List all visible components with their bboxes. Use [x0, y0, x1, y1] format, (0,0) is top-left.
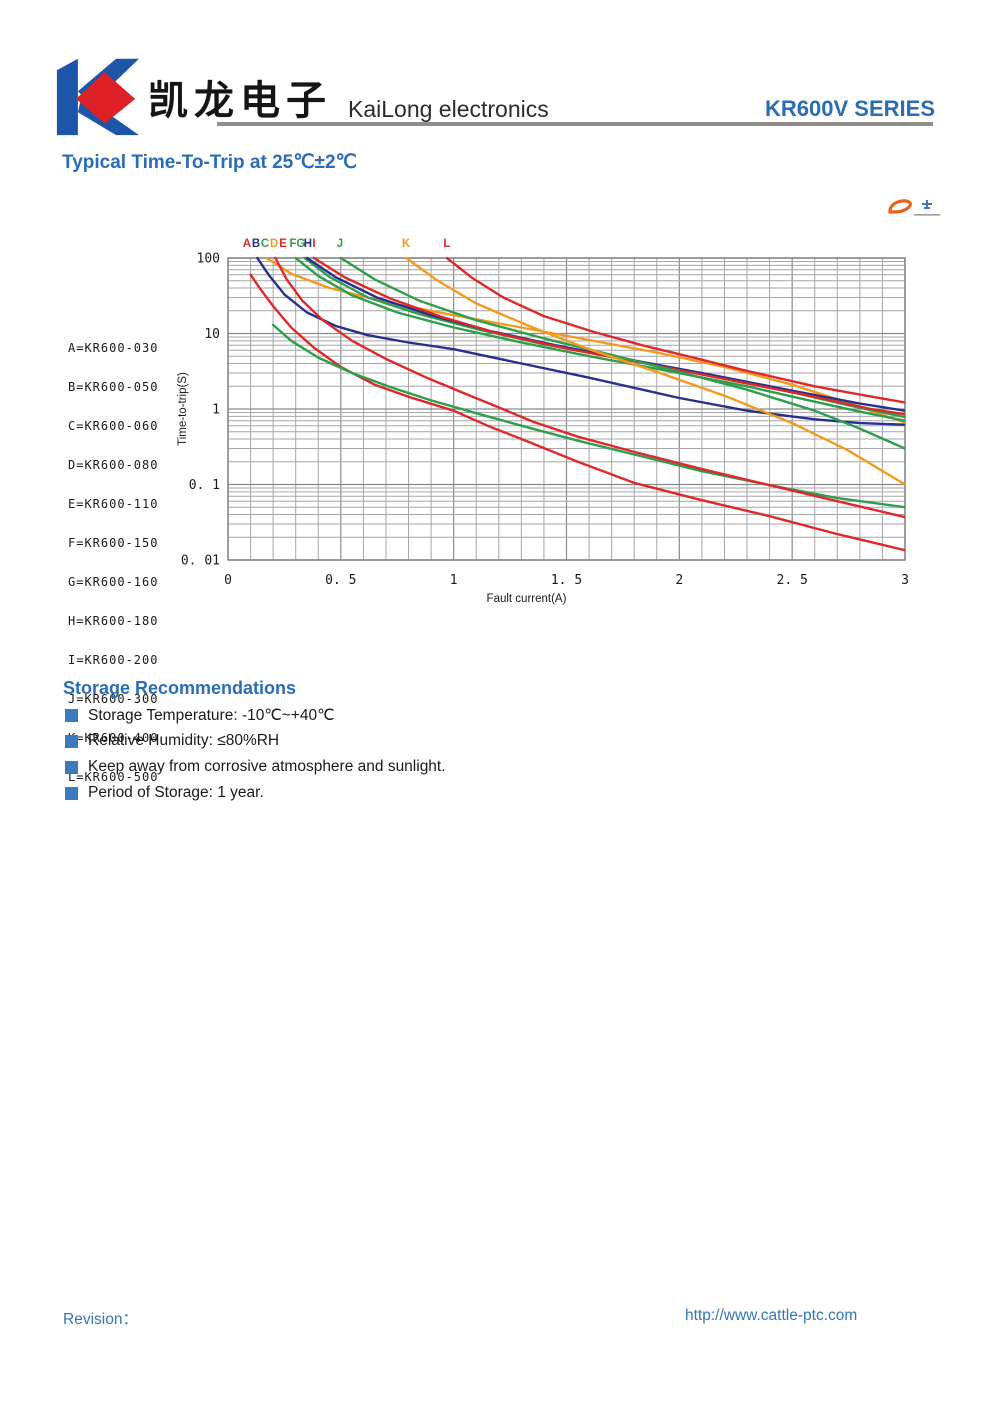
legend-item: B=KR600-050: [68, 380, 159, 394]
curve-KR600-300: [339, 256, 905, 450]
storage-heading: Storage Recommendations: [63, 678, 297, 698]
x-tick-label: 1. 5: [551, 573, 582, 588]
series-letter-E: E: [279, 238, 287, 250]
bullet-square-icon: [65, 760, 78, 774]
y-axis-label: Time-to-trip(S): [177, 372, 189, 446]
header-divider: [217, 122, 933, 126]
series-title: KR600V SERIES: [765, 96, 935, 121]
legend-item: L=KR600-500: [68, 770, 159, 784]
series-letter-J: J: [337, 238, 343, 250]
curve-KR600-500: [445, 256, 905, 404]
curve-KR600-150: [294, 256, 905, 422]
series-letter-L: L: [443, 238, 450, 250]
series-letter-F: F: [289, 238, 296, 250]
legend-item: F=KR600-150: [68, 536, 159, 550]
series-letter-C: C: [261, 238, 269, 250]
storage-item: Storage Temperature: -10℃~+40℃: [65, 706, 335, 725]
series-letter-G: G: [296, 238, 305, 250]
y-tick-label: 0. 01: [181, 554, 220, 569]
y-tick-label: 100: [197, 252, 220, 267]
watermark-icon: [888, 196, 940, 225]
chart-title: Typical Time-To-Trip at 25℃±2℃: [62, 152, 357, 173]
storage-item-text: Storage Temperature: -10℃~+40℃: [88, 707, 335, 724]
y-tick-label: 0. 1: [189, 478, 220, 493]
y-tick-label: 10: [204, 327, 220, 342]
revision-label: Revision：: [63, 1311, 138, 1328]
series-letter-D: D: [270, 238, 278, 250]
storage-item: Period of Storage: 1 year.: [65, 784, 264, 802]
series-letter-H: H: [304, 238, 312, 250]
legend-item: G=KR600-160: [68, 575, 159, 589]
chart-legend: A=KR600-030 B=KR600-050 C=KR600-060 D=KR…: [68, 316, 158, 810]
series-letter-A: A: [243, 238, 251, 250]
series-letter-B: B: [252, 238, 260, 250]
company-name-chinese: 凯龙电子: [148, 78, 332, 124]
curve-KR600-110: [274, 256, 905, 519]
x-tick-label: 1: [450, 573, 458, 588]
bullet-square-icon: [65, 786, 78, 800]
legend-item: H=KR600-180: [68, 614, 159, 628]
x-tick-label: 2. 5: [777, 573, 808, 588]
watermark-plane-icon: [922, 200, 932, 209]
time-to-trip-chart: A B C D E F GH I J K L 0 0. 5 1 1. 5 2 2. 5 3 100 10 1 0. 1 0.…: [177, 238, 909, 605]
y-tick-label: 1: [212, 403, 220, 418]
company-name-english: KaiLong electronics: [348, 96, 549, 122]
curve-KR600-050: [256, 256, 905, 426]
legend-item: K=KR600-400: [68, 731, 159, 745]
legend-item: J=KR600-300: [68, 692, 159, 706]
series-letter-K: K: [402, 238, 411, 250]
storage-item-text: Keep away from corrosive atmosphere and …: [88, 758, 446, 775]
legend-item: C=KR600-060: [68, 419, 159, 433]
watermark-underline: [914, 214, 940, 216]
x-axis-label: Fault current(A): [487, 593, 567, 605]
bullet-square-icon: [65, 709, 78, 722]
watermark-swoosh-icon: [888, 199, 912, 214]
storage-item-text: Period of Storage: 1 year.: [88, 784, 264, 801]
x-tick-label: 3: [901, 573, 909, 588]
legend-item: I=KR600-200: [68, 653, 159, 667]
storage-item: Relative Humidity: ≤80%RH: [65, 732, 279, 750]
storage-item: Keep away from corrosive atmosphere and …: [65, 758, 446, 776]
series-letter-I: I: [312, 238, 315, 250]
website-url: http://www.cattle-ptc.com: [685, 1307, 858, 1324]
curve-KR600-400: [405, 256, 905, 486]
curve-KR600-080: [265, 256, 905, 424]
x-tick-label: 2: [675, 573, 683, 588]
x-tick-label: 0. 5: [325, 573, 356, 588]
legend-item: E=KR600-110: [68, 497, 159, 511]
storage-item-text: Relative Humidity: ≤80%RH: [88, 732, 280, 749]
legend-item: D=KR600-080: [68, 458, 159, 472]
curve-KR600-030: [249, 273, 905, 552]
kailong-logo-icon: [55, 56, 139, 141]
x-tick-label: 0: [224, 573, 232, 588]
curve-KR600-200: [312, 256, 905, 416]
bullet-square-icon: [65, 734, 78, 748]
legend-item: A=KR600-030: [68, 341, 159, 355]
